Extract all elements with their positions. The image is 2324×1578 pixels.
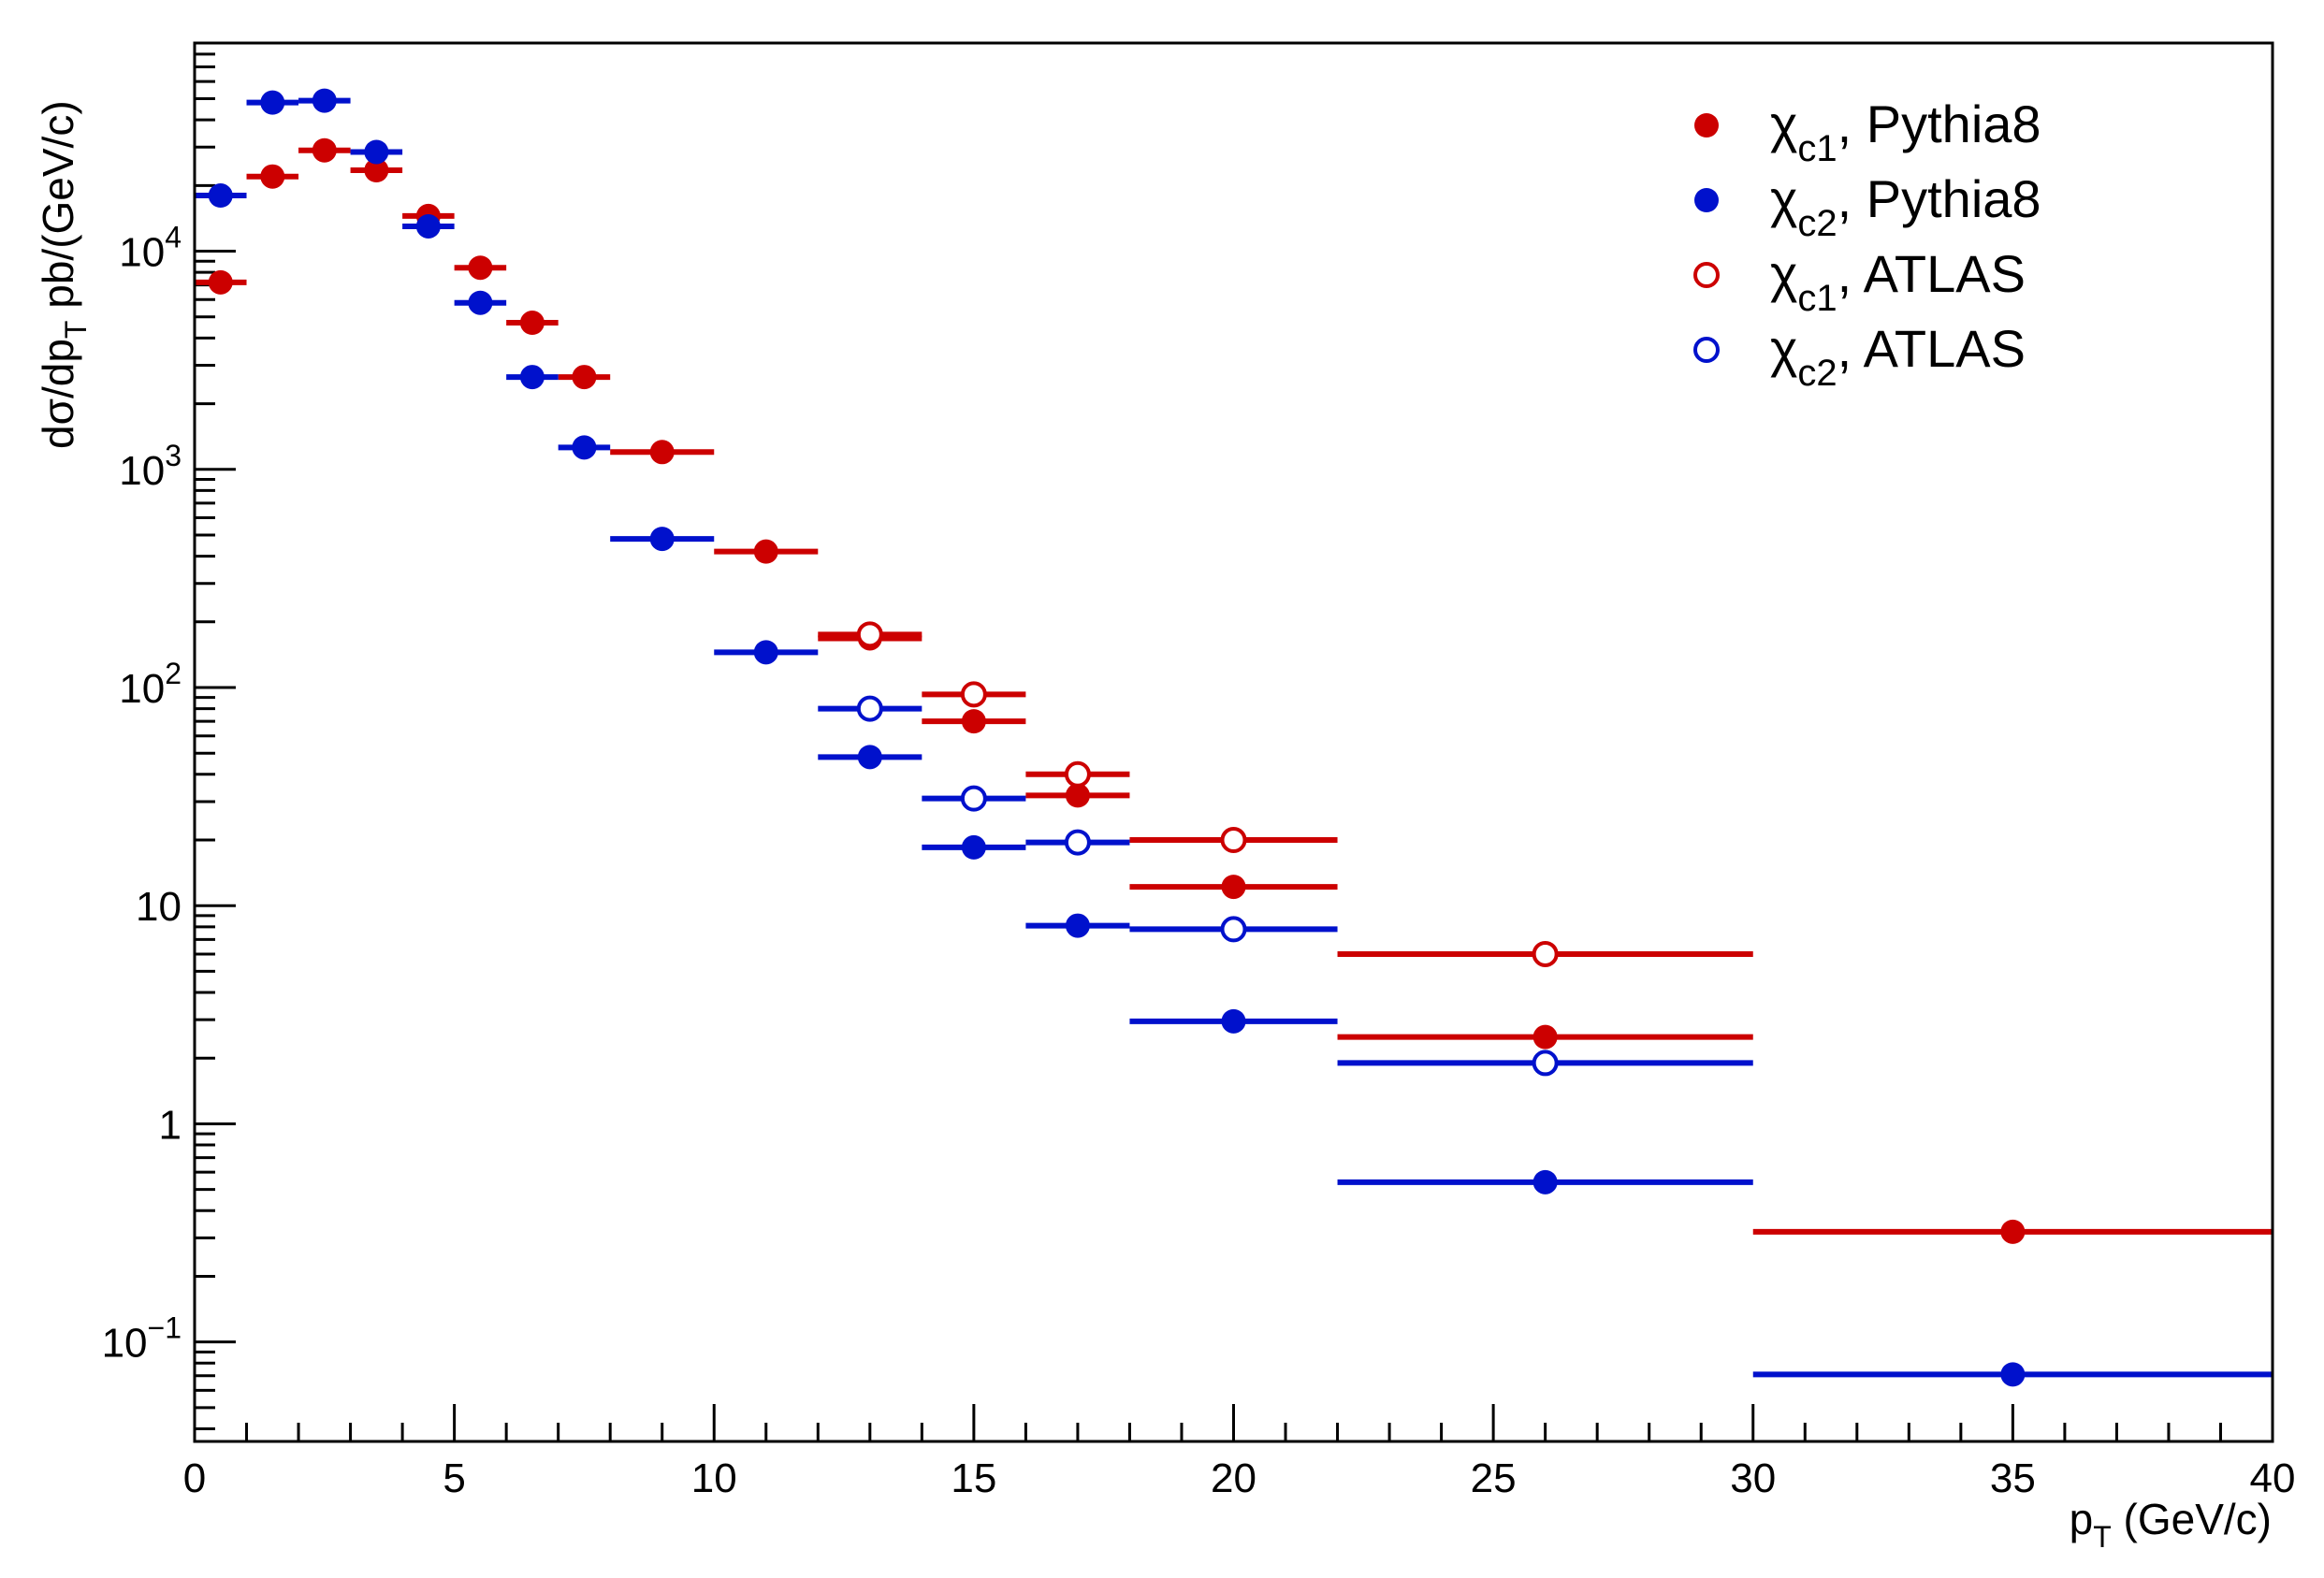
y-axis-title: dσ/dpT pb/(GeV/c) bbox=[34, 100, 93, 449]
x-tick-label: 15 bbox=[951, 1455, 996, 1501]
data-point bbox=[1064, 760, 1091, 788]
x-tick-label: 0 bbox=[183, 1455, 206, 1501]
data-point bbox=[519, 311, 545, 336]
data-point bbox=[1532, 940, 1559, 967]
y-tick-label: 103 bbox=[119, 439, 182, 494]
data-point bbox=[312, 138, 337, 163]
data-point bbox=[2000, 1362, 2026, 1387]
data-point bbox=[415, 213, 441, 239]
data-point bbox=[519, 365, 545, 390]
data-point bbox=[364, 158, 389, 183]
x-tick-label: 30 bbox=[1730, 1455, 1776, 1501]
data-point bbox=[260, 164, 285, 189]
legend-label: χc2, ATLAS bbox=[1770, 319, 2026, 394]
legend-marker bbox=[1693, 337, 1720, 363]
x-tick-label: 5 bbox=[443, 1455, 465, 1501]
y-tick-label: 102 bbox=[119, 657, 182, 712]
x-tick-label: 20 bbox=[1211, 1455, 1256, 1501]
data-point bbox=[960, 785, 987, 812]
y-tick-label: 10 bbox=[136, 884, 182, 930]
y-tick-label: 1 bbox=[159, 1102, 182, 1148]
legend-marker bbox=[1694, 113, 1719, 138]
series-0 bbox=[195, 138, 2273, 1244]
data-point bbox=[960, 681, 987, 708]
data-point bbox=[260, 90, 285, 115]
legend-label: χc2, Pythia8 bbox=[1770, 169, 2041, 244]
data-point bbox=[649, 527, 675, 552]
data-point bbox=[2000, 1219, 2026, 1244]
series-3 bbox=[818, 695, 1753, 1077]
y-tick-label: 104 bbox=[119, 221, 182, 276]
legend-label: χc1, ATLAS bbox=[1770, 244, 2026, 319]
axis-ticks bbox=[193, 41, 2274, 1441]
x-tick-label: 35 bbox=[1990, 1455, 2036, 1501]
data-series bbox=[195, 88, 2273, 1387]
x-tick-label: 40 bbox=[2250, 1455, 2296, 1501]
x-tick-label: 25 bbox=[1471, 1455, 1517, 1501]
data-point bbox=[1065, 913, 1090, 938]
data-point bbox=[208, 183, 233, 209]
data-point bbox=[1532, 1024, 1558, 1050]
tick-labels: 0 5 10 15 20 25 30 35 40 10−1 1 10 102 103 104 bbox=[102, 221, 2296, 1501]
data-point bbox=[364, 139, 389, 165]
data-point bbox=[857, 745, 882, 770]
legend-marker bbox=[1694, 188, 1719, 212]
data-point bbox=[961, 709, 986, 734]
series-1 bbox=[195, 88, 2273, 1387]
data-point bbox=[1220, 916, 1247, 943]
series-2 bbox=[818, 621, 1753, 967]
data-point bbox=[572, 365, 597, 390]
legend-label: χc1, Pythia8 bbox=[1770, 94, 2041, 169]
data-point bbox=[572, 435, 597, 460]
data-point bbox=[856, 695, 883, 722]
data-point bbox=[1221, 1008, 1246, 1034]
plot-frame bbox=[193, 41, 2274, 1443]
data-point bbox=[1532, 1050, 1559, 1077]
legend-marker bbox=[1693, 262, 1720, 288]
data-point bbox=[208, 269, 233, 295]
data-point bbox=[468, 290, 493, 315]
data-point bbox=[1532, 1169, 1558, 1194]
data-point bbox=[649, 440, 675, 465]
data-point bbox=[1220, 827, 1247, 854]
data-point bbox=[1065, 783, 1090, 808]
data-point bbox=[856, 621, 883, 648]
x-axis-title: pT (GeV/c) bbox=[2070, 1495, 2272, 1554]
data-point bbox=[753, 539, 778, 564]
data-point bbox=[1064, 829, 1091, 856]
data-point bbox=[961, 834, 986, 860]
data-point bbox=[312, 88, 337, 113]
y-tick-label: 10−1 bbox=[102, 1311, 182, 1367]
data-point bbox=[468, 255, 493, 281]
x-tick-label: 10 bbox=[691, 1455, 737, 1501]
data-point bbox=[1221, 875, 1246, 900]
data-point bbox=[753, 640, 778, 665]
